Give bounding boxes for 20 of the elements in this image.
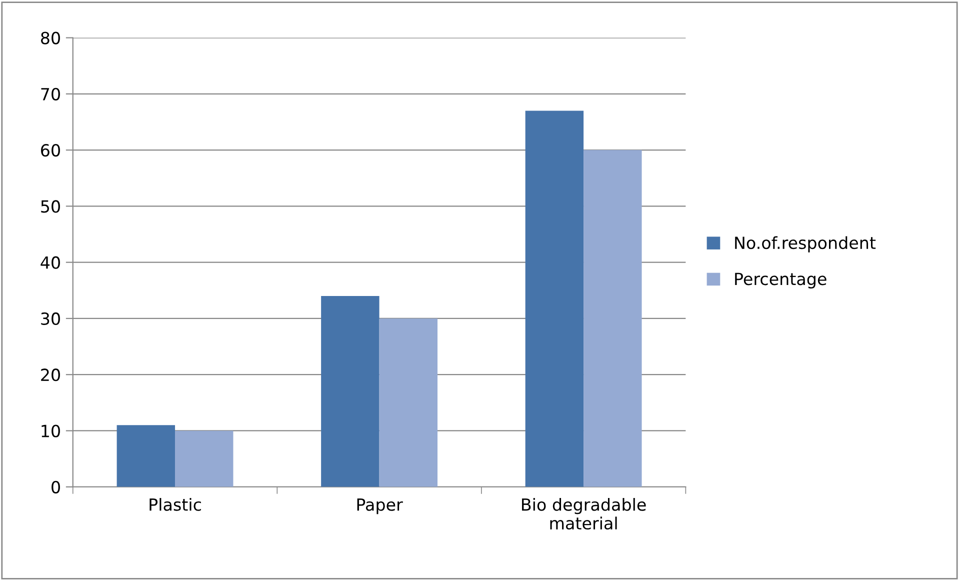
bar: [525, 110, 584, 487]
y-tick-label: 60: [41, 144, 60, 157]
y-tick-label: 10: [42, 424, 60, 438]
y-tick-label: 40: [40, 256, 60, 269]
x-tick-label: Plastic: [150, 498, 201, 511]
legend-label: Percentage: [735, 272, 826, 288]
bar: [116, 425, 176, 487]
y-tick-label: 0: [52, 480, 60, 494]
y-tick-label: 50: [41, 200, 60, 213]
x-tick-label: Paper: [357, 498, 403, 514]
y-tick-label: 70: [41, 88, 60, 100]
y-tick-label: 20: [41, 368, 60, 382]
bar: [175, 430, 234, 487]
bar: [321, 296, 380, 487]
y-tick-label: 80: [41, 32, 60, 44]
x-tick-label: Bio degradable material: [522, 498, 646, 530]
legend-label: No.of.respondent: [735, 236, 876, 252]
y-tick-label: 30: [41, 312, 60, 326]
bar: [584, 150, 642, 487]
bar: [379, 318, 438, 487]
